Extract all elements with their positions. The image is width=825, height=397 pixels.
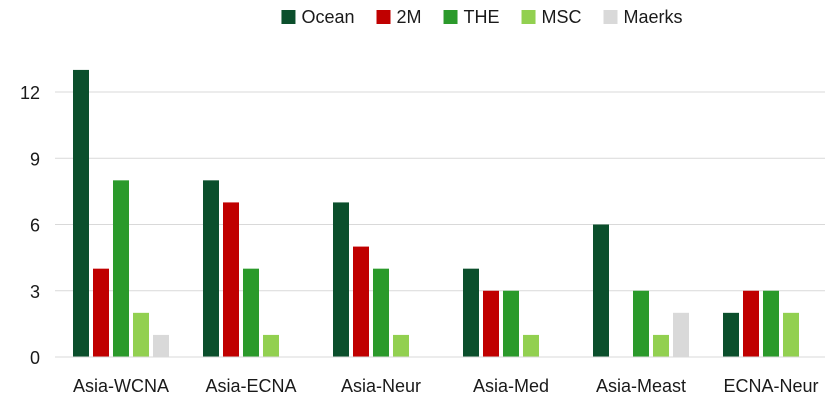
bar-2m-asia-ecna (223, 202, 239, 357)
x-category-label: Asia-Neur (341, 376, 421, 396)
bar-msc-asia-meast (653, 334, 669, 357)
legend-swatch (376, 10, 391, 24)
bars (73, 69, 799, 358)
bar-ocean-asia-ecna (203, 180, 219, 357)
legend-label: MSC (542, 7, 582, 27)
bar-ocean-ecna-neur (723, 312, 739, 357)
legend-label: Maerks (624, 7, 683, 27)
bar-msc-asia-neur (393, 334, 409, 357)
bar-group (593, 224, 689, 357)
bar-the-ecna-neur (763, 290, 779, 357)
legend-label: THE (464, 7, 500, 27)
legend: Ocean 2M THE MSC Maerks (281, 7, 683, 27)
bar-msc-ecna-neur (783, 312, 799, 357)
bar-group (73, 69, 169, 358)
y-tick-label: 12 (20, 83, 40, 103)
legend-item: THE (443, 7, 500, 27)
bar-the-asia-med (503, 290, 519, 357)
legend-item: 2M (376, 7, 422, 27)
bar-maerks-asia-wcna (153, 334, 169, 357)
legend-swatch (521, 10, 536, 24)
x-category-label: ECNA-Neur (723, 376, 818, 396)
x-axis-labels: Asia-WCNA Asia-ECNA Asia-Neur Asia-Med Asia-… (73, 376, 819, 396)
bar-ocean-asia-meast (593, 224, 609, 357)
bar-the-asia-meast (633, 290, 649, 357)
legend-label: 2M (397, 7, 422, 27)
bar-msc-asia-med (523, 334, 539, 357)
y-tick-label: 0 (30, 348, 40, 368)
legend-swatch (281, 10, 296, 24)
legend-item: MSC (521, 7, 582, 27)
bar-2m-asia-med (483, 290, 499, 357)
y-tick-label: 9 (30, 149, 40, 169)
bar-msc-asia-ecna (263, 334, 279, 357)
bar-2m-asia-neur (353, 246, 369, 357)
bar-the-asia-neur (373, 268, 389, 357)
legend-swatch (603, 10, 618, 24)
x-category-label: Asia-WCNA (73, 376, 169, 396)
bar-ocean-asia-wcna (73, 69, 89, 358)
gridlines (55, 91, 825, 292)
legend-item: Maerks (603, 7, 683, 27)
bar-group (333, 202, 409, 357)
legend-item: Ocean (281, 7, 355, 27)
bar-the-asia-ecna (243, 268, 259, 357)
x-category-label: Asia-Meast (596, 376, 686, 396)
bar-group (463, 268, 539, 357)
legend-swatch (443, 10, 458, 24)
bar-ocean-asia-med (463, 268, 479, 357)
x-category-label: Asia-ECNA (205, 376, 296, 396)
bar-msc-asia-wcna (133, 312, 149, 357)
bar-group (723, 290, 799, 357)
y-tick-label: 3 (30, 282, 40, 302)
x-category-label: Asia-Med (473, 376, 549, 396)
y-axis-ticks: 0 3 6 9 12 (20, 83, 40, 368)
bar-the-asia-wcna (113, 180, 129, 357)
bar-2m-asia-wcna (93, 268, 109, 357)
legend-label: Ocean (301, 7, 354, 27)
bar-ocean-asia-neur (333, 202, 349, 357)
bar-maerks-asia-meast (673, 312, 689, 357)
y-tick-label: 6 (30, 216, 40, 236)
bar-2m-ecna-neur (743, 290, 759, 357)
bar-group (203, 180, 279, 357)
